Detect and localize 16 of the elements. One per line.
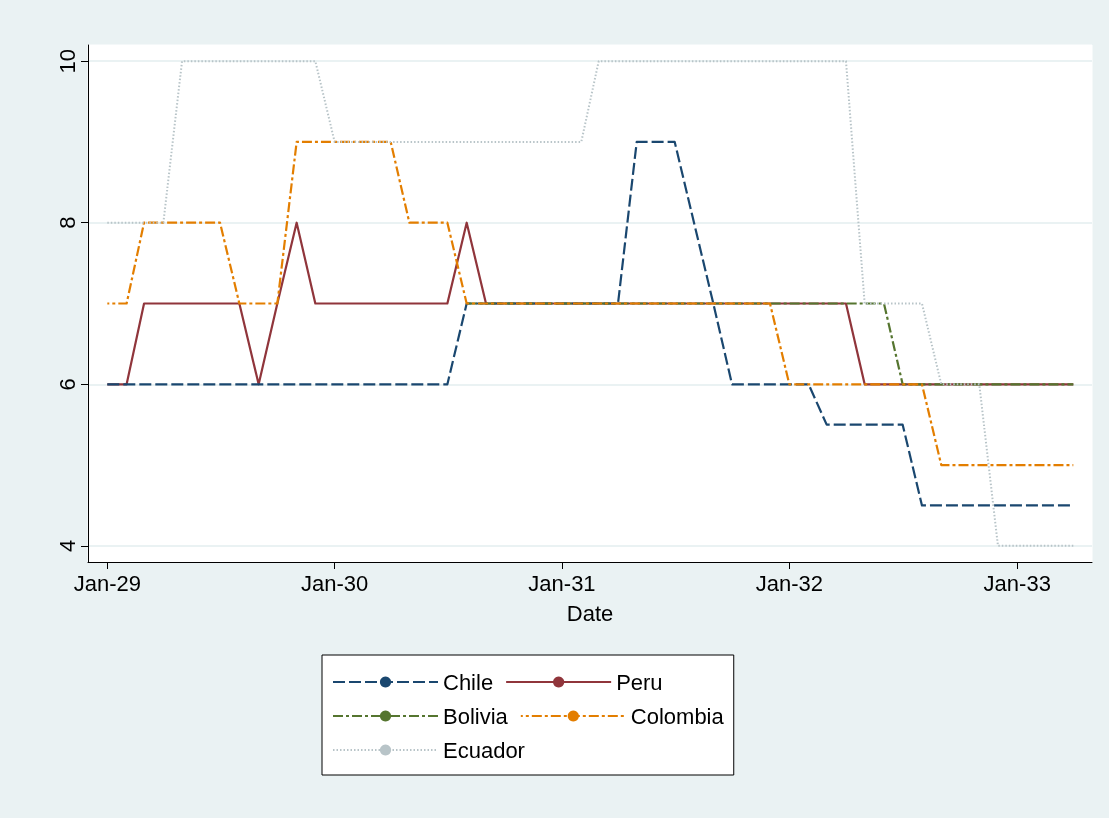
x-tick-label: Jan-31 — [528, 570, 596, 596]
y-tick-label: 6 — [54, 378, 80, 391]
y-tick-label: 10 — [54, 48, 80, 74]
legend-label: Bolivia — [443, 703, 509, 729]
x-tick-label: Jan-29 — [73, 570, 141, 596]
y-tick-label: 4 — [54, 539, 80, 552]
line-series — [106, 60, 1075, 547]
x-tick-label: Jan-30 — [301, 570, 369, 596]
legend-label: Ecuador — [443, 737, 525, 763]
legend-label: Peru — [616, 669, 663, 695]
x-tick-label: Jan-33 — [983, 570, 1051, 596]
legend-label: Chile — [443, 669, 494, 695]
legend-label: Colombia — [630, 703, 725, 729]
x-axis-title: Date — [566, 600, 614, 626]
x-tick-label: Jan-32 — [755, 570, 823, 596]
y-tick-label: 8 — [54, 216, 80, 229]
